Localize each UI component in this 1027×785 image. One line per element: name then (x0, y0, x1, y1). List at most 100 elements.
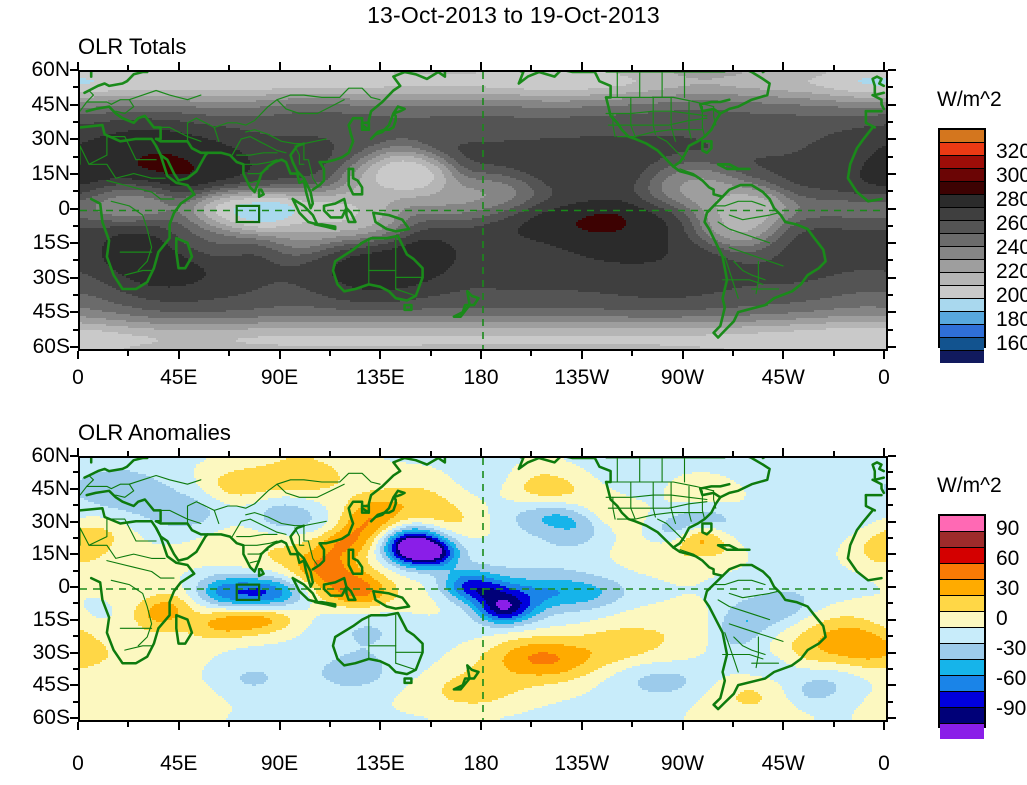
xtick-minor (731, 451, 734, 456)
colorbar-tick-label: 0 (996, 607, 1008, 630)
colorbar-band (940, 692, 984, 708)
xtick-mark (782, 722, 785, 730)
ytick-label: 30S (32, 265, 70, 289)
ytick-label: 30S (32, 640, 70, 664)
colorbar-band (940, 612, 984, 628)
colorbar-band (940, 221, 984, 234)
colorbar-tick-label: 200 (996, 284, 1027, 307)
ytick-label: 15S (32, 607, 70, 631)
xtick-label: 90W (660, 752, 705, 775)
ytick-label: 30N (31, 509, 70, 533)
ytick-mark (70, 69, 78, 71)
xtick-mark (77, 351, 79, 359)
ytick-label: 30N (31, 127, 70, 151)
colorbar-band (940, 247, 984, 260)
ytick-label: 0 (58, 196, 70, 220)
xtick-minor (228, 351, 231, 356)
ytick-mark (70, 311, 78, 314)
xtick-label: 0 (878, 366, 890, 389)
xtick-minor (228, 722, 231, 727)
xtick-mark (580, 722, 583, 730)
colorbar-band (940, 195, 984, 208)
xtick-mark (681, 722, 684, 730)
ytick-mark (888, 346, 896, 348)
ytick-mark (70, 242, 78, 245)
contour-fill (80, 458, 886, 720)
figure-title: 13-Oct-2013 to 19-Oct-2013 (367, 2, 660, 28)
ytick-minor (73, 504, 78, 507)
xtick-minor (530, 65, 533, 70)
xtick-minor (429, 722, 432, 727)
colorbar-olr-anomalies[interactable] (938, 514, 986, 739)
contour-fill (80, 72, 886, 349)
xtick-label: 0 (878, 752, 890, 775)
ytick-minor (73, 294, 78, 297)
ytick-label: 60S (32, 335, 70, 358)
xtick-mark (681, 62, 684, 70)
ytick-mark (888, 684, 896, 687)
ytick-label: 60N (31, 58, 70, 81)
xtick-mark (177, 62, 180, 70)
colorbar-band (940, 286, 984, 299)
ytick-mark (70, 717, 78, 719)
xtick-mark (278, 722, 281, 730)
ytick-minor (888, 569, 893, 572)
map-olr-totals[interactable] (78, 70, 888, 351)
xtick-mark (77, 722, 79, 730)
ytick-label: 45S (32, 300, 70, 324)
xtick-minor (127, 351, 130, 356)
ytick-mark (70, 138, 78, 141)
colorbar-band (940, 596, 984, 612)
ytick-mark (888, 242, 896, 245)
xtick-mark (379, 722, 382, 730)
ytick-mark (70, 618, 78, 621)
xtick-minor (832, 65, 835, 70)
colorbar-tick-label: 320 (996, 140, 1027, 163)
xtick-mark (883, 448, 885, 456)
colorbar-band (940, 338, 984, 351)
colorbar-band (940, 143, 984, 156)
xtick-mark (177, 722, 180, 730)
coastlines (80, 72, 784, 299)
colorbar-band (940, 260, 984, 273)
ytick-mark (888, 717, 896, 719)
xtick-minor (429, 451, 432, 456)
xtick-label: 45W (761, 366, 805, 389)
ytick-mark (888, 138, 896, 141)
colorbar-band (940, 234, 984, 247)
ytick-mark (70, 455, 78, 457)
colorbar-band (940, 548, 984, 564)
xtick-mark (177, 351, 180, 359)
xtick-mark (278, 62, 281, 70)
ytick-mark (70, 207, 78, 210)
ytick-label: 15S (32, 231, 70, 255)
map-olr-anomalies[interactable] (78, 456, 888, 722)
colorbar-band (940, 208, 984, 221)
xtick-mark (480, 722, 482, 730)
xtick-label: 180 (463, 752, 499, 775)
ytick-mark (888, 311, 896, 314)
ytick-mark (888, 487, 896, 490)
xtick-minor (631, 722, 634, 727)
map-canvas-totals (80, 72, 886, 349)
colorbar-tick-label: 30 (996, 577, 1020, 600)
xtick-minor (631, 65, 634, 70)
colorbar-band (940, 351, 984, 363)
ytick-mark (70, 586, 78, 588)
xtick-minor (127, 722, 130, 727)
ytick-label: 45N (31, 476, 70, 500)
colorbar-band (940, 628, 984, 644)
xtick-mark (883, 351, 885, 359)
xtick-mark (580, 351, 583, 359)
xtick-mark (782, 351, 785, 359)
xtick-minor (228, 451, 231, 456)
colorbar-olr-totals[interactable] (938, 128, 986, 363)
xtick-label: 45E (160, 752, 198, 775)
ytick-mark (888, 520, 896, 523)
xtick-minor (127, 65, 130, 70)
ytick-minor (888, 700, 893, 703)
xtick-label: 0 (72, 752, 84, 775)
colorbar-title-totals: W/m^2 (937, 88, 1002, 111)
ytick-mark (70, 520, 78, 523)
xtick-minor (328, 722, 331, 727)
